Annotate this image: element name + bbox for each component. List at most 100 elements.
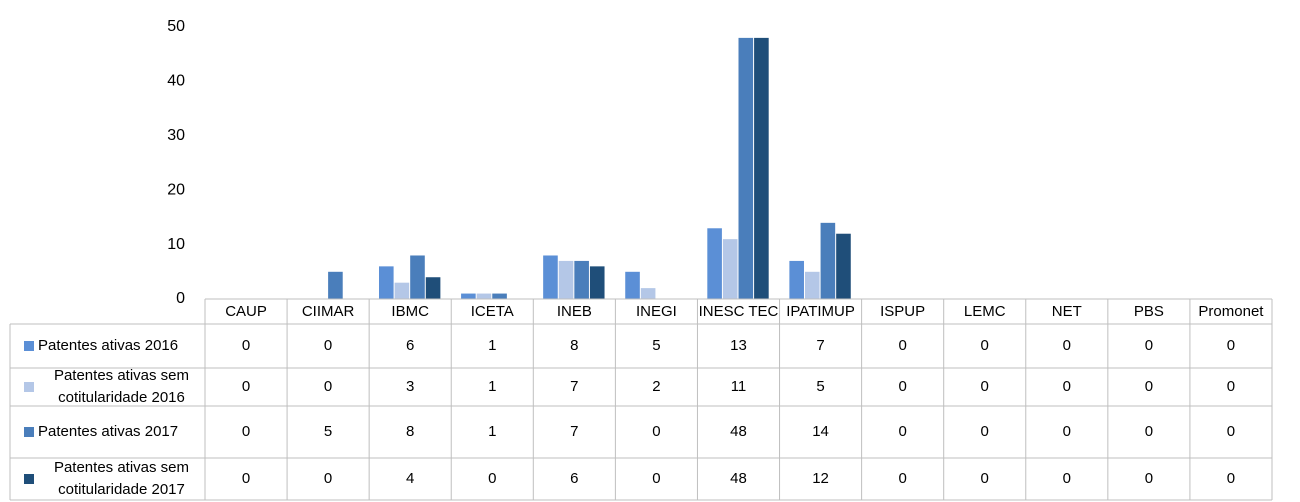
x-tick-label: INEB — [556, 302, 592, 320]
x-tick-label: INEGI — [635, 302, 677, 320]
legend-label: Patentes ativas 2016 — [38, 337, 179, 354]
table-value: 0 — [898, 470, 907, 487]
table-value: 0 — [1144, 378, 1154, 395]
table-value: 0 — [1226, 337, 1236, 354]
table-value: 0 — [323, 470, 333, 487]
legend-swatch — [24, 474, 34, 484]
table-value: 0 — [323, 337, 333, 354]
table-value: 1 — [488, 423, 497, 440]
bar — [328, 271, 343, 299]
table-value: 5 — [816, 378, 825, 395]
x-tick-label: LEMC — [963, 302, 1006, 320]
table-value: 0 — [241, 378, 251, 395]
bar — [722, 239, 738, 299]
y-tick-label: 40 — [167, 73, 185, 90]
legend-entry: Patentes ativas 2016 — [10, 324, 205, 368]
x-tick-label: ISPUP — [880, 302, 926, 320]
y-tick-label: 10 — [167, 236, 185, 253]
x-tick-label: INESC TEC — [698, 302, 779, 320]
x-tick-label: Promonet — [1198, 302, 1264, 320]
bar — [410, 255, 425, 299]
table-value: 0 — [1226, 423, 1236, 440]
table-value: 13 — [730, 337, 747, 354]
y-tick-label: 50 — [167, 18, 185, 35]
legend-entry: Patentes ativas 2017 — [10, 406, 205, 458]
table-value: 0 — [488, 470, 497, 487]
table-value: 5 — [652, 337, 661, 354]
legend-label: Patentes ativas sem cotitularidade 2016 — [53, 367, 190, 406]
bar — [476, 293, 492, 299]
table-value: 0 — [898, 423, 907, 440]
bar — [804, 271, 820, 299]
bar — [789, 260, 804, 299]
bar — [707, 228, 722, 299]
y-tick-label: 0 — [176, 290, 185, 307]
table-value: 0 — [652, 470, 661, 487]
table-value: 0 — [898, 337, 907, 354]
table-value: 0 — [1144, 470, 1154, 487]
legend-swatch — [24, 427, 34, 437]
x-tick-label: IBMC — [391, 302, 429, 320]
x-tick-label: CAUP — [225, 302, 267, 320]
x-tick-label: NET — [1051, 302, 1082, 320]
table-value: 0 — [241, 470, 251, 487]
bar — [754, 37, 769, 299]
y-tick-label: 20 — [167, 181, 185, 198]
table-value: 0 — [1144, 423, 1154, 440]
table-value: 0 — [1062, 337, 1071, 354]
table-value: 12 — [812, 470, 829, 487]
x-tick-label: IPATIMUP — [786, 302, 855, 320]
table-value: 0 — [980, 470, 989, 487]
legend-entry: Patentes ativas sem cotitularidade 2017 — [10, 458, 205, 500]
table-value: 7 — [816, 337, 825, 354]
table-value: 1 — [488, 378, 497, 395]
table-value: 0 — [323, 378, 333, 395]
table-value: 7 — [570, 378, 579, 395]
table-value: 0 — [980, 423, 989, 440]
table-value: 0 — [1226, 470, 1236, 487]
bar — [640, 288, 656, 299]
legend-label: Patentes ativas 2017 — [38, 423, 179, 440]
table-value: 0 — [1144, 337, 1154, 354]
table-value: 1 — [488, 337, 497, 354]
bar — [492, 293, 507, 299]
bar — [589, 266, 605, 299]
table-value: 0 — [1062, 470, 1071, 487]
table-value: 2 — [652, 378, 661, 395]
bar — [379, 266, 394, 299]
bar — [625, 271, 640, 299]
table-value: 48 — [730, 423, 747, 440]
table-value: 6 — [570, 470, 579, 487]
table-value: 4 — [406, 470, 415, 487]
table-value: 0 — [898, 378, 907, 395]
bar — [820, 222, 836, 299]
bar — [394, 282, 410, 299]
table-value: 0 — [980, 337, 989, 354]
bar — [738, 37, 754, 299]
legend-swatch — [24, 341, 34, 351]
bar — [574, 260, 589, 299]
table-value: 0 — [980, 378, 989, 395]
table-value: 0 — [241, 337, 251, 354]
table-value: 11 — [730, 378, 747, 395]
table-value: 3 — [406, 378, 415, 395]
y-tick-label: 30 — [167, 127, 185, 144]
legend-label: Patentes ativas sem cotitularidade 2017 — [53, 459, 190, 498]
table-value: 5 — [323, 423, 333, 440]
table-value: 0 — [1062, 378, 1071, 395]
bar — [543, 255, 558, 299]
legend-entry: Patentes ativas sem cotitularidade 2016 — [10, 367, 205, 406]
table-value: 0 — [1062, 423, 1071, 440]
table-value: 6 — [406, 337, 415, 354]
table-value: 14 — [812, 423, 829, 440]
table-value: 8 — [570, 337, 579, 354]
x-tick-label: CIIMAR — [301, 302, 355, 320]
table-value: 7 — [570, 423, 579, 440]
legend-swatch — [24, 382, 34, 392]
bar — [836, 233, 851, 299]
bar — [425, 277, 441, 299]
bar — [558, 260, 574, 299]
x-tick-label: PBS — [1133, 302, 1164, 320]
